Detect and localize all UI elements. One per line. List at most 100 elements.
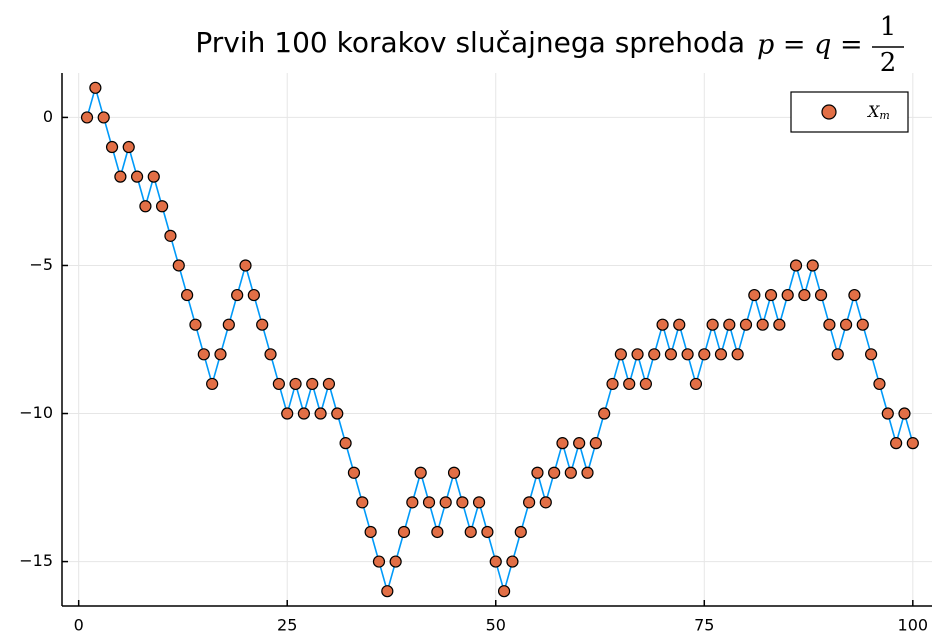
- data-point: [197, 348, 210, 361]
- data-point: [523, 496, 536, 509]
- data-point: [756, 318, 769, 331]
- data-point: [839, 318, 853, 331]
- data-point: [289, 377, 302, 391]
- data-point: [189, 318, 202, 331]
- data-point: [598, 407, 611, 420]
- data-point: [514, 525, 527, 539]
- data-point: [397, 525, 411, 539]
- data-point: [639, 377, 652, 391]
- data-point: [472, 496, 486, 509]
- data-point: [856, 318, 869, 331]
- data-point: [89, 81, 102, 94]
- data-point: [306, 377, 319, 391]
- data-point: [781, 288, 794, 302]
- data-point: [381, 585, 394, 598]
- data-point: [447, 466, 461, 479]
- data-point: [297, 407, 310, 420]
- data-point: [564, 466, 577, 479]
- data-point: [606, 377, 619, 391]
- data-point: [873, 377, 886, 391]
- data-point: [890, 437, 903, 450]
- data-point: [814, 288, 828, 302]
- data-point: [347, 466, 361, 479]
- x-tick-label: 50: [486, 616, 506, 634]
- data-point: [105, 140, 119, 154]
- y-tick-label: −10: [19, 403, 53, 422]
- data-point: [631, 348, 644, 361]
- data-point: [681, 348, 694, 361]
- data-point: [481, 525, 494, 539]
- data-point: [147, 170, 160, 183]
- data-point: [314, 407, 327, 420]
- data-point: [831, 348, 844, 361]
- data-point: [589, 437, 602, 450]
- data-point: [464, 525, 477, 539]
- data-point: [656, 318, 669, 331]
- data-point: [489, 555, 502, 568]
- data-point: [222, 318, 235, 331]
- data-line: [86, 84, 914, 595]
- data-point: [898, 407, 911, 420]
- data-point: [798, 288, 811, 302]
- data-point: [614, 348, 627, 361]
- x-tick-label: 25: [277, 616, 297, 634]
- title-fraction-denominator: 2: [880, 48, 897, 78]
- data-point: [239, 259, 252, 272]
- data-point: [906, 437, 919, 450]
- data-point: [389, 555, 402, 568]
- y-tick-label: 0: [43, 107, 53, 126]
- data-point: [506, 555, 519, 568]
- data-point: [848, 288, 861, 302]
- data-point: [548, 466, 561, 479]
- data-point: [497, 585, 511, 598]
- data-point: [431, 525, 444, 539]
- data-point: [881, 407, 894, 420]
- legend-box: [790, 91, 909, 133]
- data-point: [181, 288, 194, 302]
- data-point: [331, 407, 344, 420]
- data-point: [80, 111, 94, 124]
- x-tick-label: 100: [898, 616, 929, 634]
- data-point: [422, 496, 436, 509]
- data-point: [130, 170, 144, 183]
- data-point: [764, 288, 778, 302]
- data-point: [214, 348, 227, 361]
- data-point: [731, 348, 744, 361]
- legend-label-main: X: [866, 102, 880, 121]
- data-point: [865, 348, 878, 361]
- data-point: [406, 496, 419, 509]
- data-point: [723, 318, 736, 331]
- data-point: [539, 496, 552, 509]
- data-point: [339, 437, 352, 450]
- data-point: [714, 348, 728, 361]
- data-point: [364, 525, 377, 539]
- data-point: [698, 348, 711, 361]
- data-point: [773, 318, 786, 331]
- data-point: [806, 259, 819, 272]
- data-point: [573, 437, 586, 450]
- data-point: [689, 377, 703, 391]
- legend-label: Xm: [866, 102, 890, 123]
- data-point: [673, 318, 686, 331]
- x-tick-label: 0: [74, 616, 84, 634]
- data-point: [281, 407, 294, 420]
- y-tick-label: −15: [19, 551, 53, 570]
- y-tick-label: −5: [29, 255, 53, 274]
- chart-title: Prvih 100 korakov slučajnega sprehoda: [195, 26, 745, 59]
- title-fraction-numerator: 1: [880, 12, 897, 42]
- data-point: [664, 348, 678, 361]
- data-point: [322, 377, 336, 391]
- data-point: [456, 496, 469, 509]
- data-point: [439, 496, 452, 509]
- data-point: [531, 466, 544, 479]
- data-point: [155, 200, 169, 213]
- data-point: [739, 318, 753, 331]
- data-point: [264, 348, 277, 361]
- data-point: [247, 288, 260, 302]
- data-point: [256, 318, 269, 331]
- data-point: [114, 170, 127, 183]
- data-point: [748, 288, 761, 302]
- data-point: [414, 466, 427, 479]
- data-point: [581, 466, 594, 479]
